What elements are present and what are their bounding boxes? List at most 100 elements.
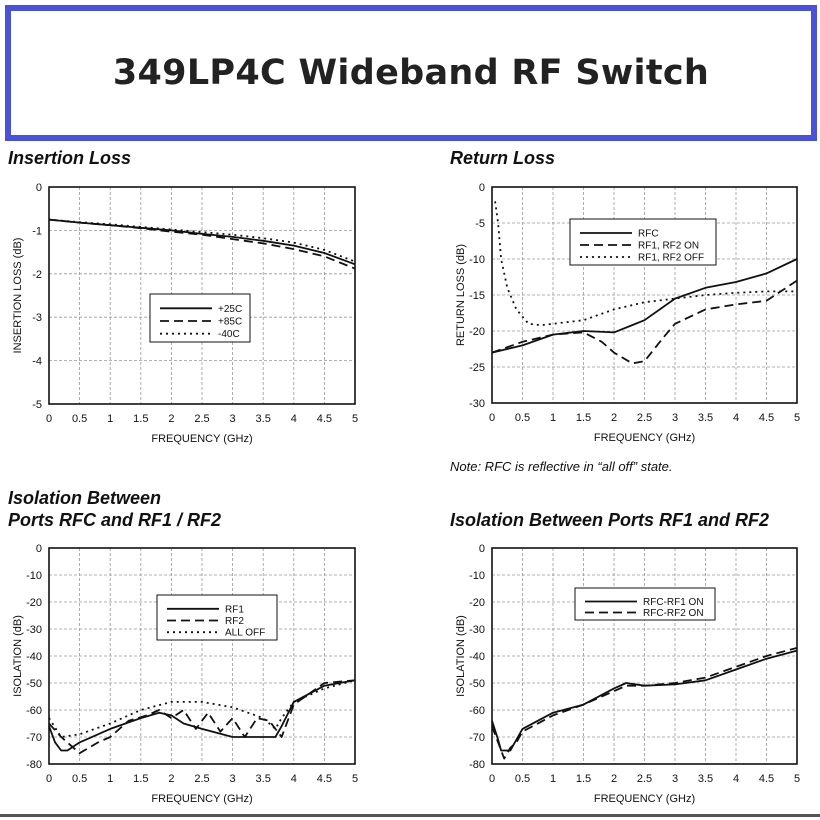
isolation-rfc-title: Isolation Between Ports RFC and RF1 / RF… xyxy=(8,488,222,530)
insertion-chart: 0 0.5 1 1.5 2 2.5 3 3.5 4 4.5 5 0 -1 -2 -3 -4 -5 FREQUENC… xyxy=(12,182,358,445)
x-tick-label: 4 xyxy=(733,412,739,424)
x-tick-label: 5 xyxy=(352,413,358,425)
y-tick-label: -1 xyxy=(32,225,42,237)
y-tick-label: -5 xyxy=(475,218,485,230)
x-tick-label: 3.5 xyxy=(698,773,713,785)
y-tick-label: -30 xyxy=(469,398,485,410)
y-tick-label: -80 xyxy=(26,759,42,771)
plot-frame xyxy=(48,547,356,765)
y-tick-label: -10 xyxy=(469,254,485,266)
iso1-chart: 0 0.5 1 1.5 2 2.5 3 3.5 4 4.5 5 0 -10 -20 -30 -40 -50 -60… xyxy=(12,543,358,805)
isolation-rf1-rf2-title: Isolation Between Ports RF1 and RF2 xyxy=(450,510,770,530)
x-tick-label: 2.5 xyxy=(194,413,209,425)
series-line-rf1-rf2-on xyxy=(491,279,798,365)
y-tick-label: -20 xyxy=(469,326,485,338)
x-tick-label: 1 xyxy=(550,412,556,424)
y-tick-label: -20 xyxy=(26,597,42,609)
y-tick-label: -4 xyxy=(32,356,42,368)
bottom-divider xyxy=(0,814,820,817)
x-axis-label: FREQUENCY (GHz) xyxy=(594,432,695,444)
legend-label: RF1, RF2 OFF xyxy=(638,253,704,264)
y-tick-label: -5 xyxy=(32,399,42,411)
y-tick-label: -3 xyxy=(32,312,42,324)
plot-frame xyxy=(491,186,798,404)
return-loss-title: Return Loss xyxy=(450,148,556,168)
y-axis-label: ISOLATION (dB) xyxy=(455,615,467,697)
x-axis-label: FREQUENCY (GHz) xyxy=(594,793,695,805)
y-tick-label: -10 xyxy=(26,570,42,582)
x-tick-label: 2 xyxy=(611,773,617,785)
y-tick-label: 0 xyxy=(36,182,42,194)
x-tick-label: 4.5 xyxy=(317,413,332,425)
x-tick-label: 0.5 xyxy=(515,412,530,424)
y-tick-label: -10 xyxy=(469,570,485,582)
legend-label: RF1 xyxy=(225,604,244,615)
y-tick-label: -60 xyxy=(469,705,485,717)
x-tick-label: 1.5 xyxy=(576,412,591,424)
title-banner: 349LP4C Wideband RF Switch xyxy=(5,5,817,141)
x-tick-label: 0.5 xyxy=(515,773,530,785)
x-tick-label: 3 xyxy=(230,773,236,785)
y-tick-label: 0 xyxy=(479,182,485,194)
y-tick-label: -60 xyxy=(26,705,42,717)
y-tick-label: -80 xyxy=(469,759,485,771)
x-tick-label: 3 xyxy=(672,773,678,785)
x-tick-label: 0 xyxy=(489,773,495,785)
x-tick-label: 2 xyxy=(168,413,174,425)
y-tick-label: -40 xyxy=(469,651,485,663)
x-tick-label: 2 xyxy=(168,773,174,785)
x-tick-label: 4 xyxy=(291,413,297,425)
x-tick-label: 4.5 xyxy=(759,773,774,785)
y-tick-label: -15 xyxy=(469,290,485,302)
legend-label: RF2 xyxy=(225,616,244,627)
y-tick-label: -25 xyxy=(469,362,485,374)
legend-label: ALL OFF xyxy=(225,628,265,639)
series-line-rf1 xyxy=(48,679,356,752)
series-line-rfc xyxy=(491,258,798,354)
x-tick-label: 4 xyxy=(291,773,297,785)
series-line-rf1-rf2-off xyxy=(494,201,797,327)
x-tick-label: 2 xyxy=(611,412,617,424)
y-axis-label: ISOLATION (dB) xyxy=(12,615,24,697)
x-tick-label: 0 xyxy=(46,773,52,785)
x-tick-label: 3.5 xyxy=(698,412,713,424)
x-tick-label: 0.5 xyxy=(72,773,87,785)
x-tick-label: 1 xyxy=(550,773,556,785)
legend-label: +85C xyxy=(218,317,242,328)
x-tick-label: 3 xyxy=(672,412,678,424)
x-tick-label: 4.5 xyxy=(759,412,774,424)
legend-label: RF1, RF2 ON xyxy=(638,241,699,252)
x-axis-label: FREQUENCY (GHz) xyxy=(151,793,252,805)
x-tick-label: 5 xyxy=(794,412,800,424)
x-tick-label: 5 xyxy=(352,773,358,785)
series-line--85c xyxy=(48,218,356,270)
x-tick-label: 4 xyxy=(733,773,739,785)
y-tick-label: -70 xyxy=(26,732,42,744)
return-chart: 0 0.5 1 1.5 2 2.5 3 3.5 4 4.5 5 0 -5 -10 -15 -20 -25 -30 F… xyxy=(455,182,800,444)
series-line--25c xyxy=(48,218,356,266)
legend-label: RFC-RF1 ON xyxy=(643,597,704,608)
x-tick-label: 1.5 xyxy=(133,773,148,785)
banner-title: 349LP4C Wideband RF Switch xyxy=(112,53,710,93)
x-tick-label: 0.5 xyxy=(72,413,87,425)
y-axis-label: RETURN LOSS (dB) xyxy=(455,244,467,346)
y-tick-label: -70 xyxy=(469,732,485,744)
x-tick-label: 0 xyxy=(46,413,52,425)
x-tick-label: 1.5 xyxy=(133,413,148,425)
y-axis-label: INSERTION LOSS (dB) xyxy=(12,238,24,354)
y-tick-label: -2 xyxy=(32,269,42,281)
y-tick-label: -50 xyxy=(469,678,485,690)
x-tick-label: 3.5 xyxy=(256,413,271,425)
legend-box xyxy=(574,587,716,621)
return-loss-note: Note: RFC is reflective in “all off” sta… xyxy=(450,459,673,474)
x-tick-label: 3.5 xyxy=(256,773,271,785)
x-tick-label: 2.5 xyxy=(637,773,652,785)
x-axis-label: FREQUENCY (GHz) xyxy=(151,433,252,445)
x-tick-label: 5 xyxy=(794,773,800,785)
x-tick-label: 3 xyxy=(230,413,236,425)
legend-box xyxy=(569,218,717,266)
y-tick-label: 0 xyxy=(36,543,42,555)
legend-label: +25C xyxy=(218,304,242,315)
x-tick-label: 0 xyxy=(489,412,495,424)
